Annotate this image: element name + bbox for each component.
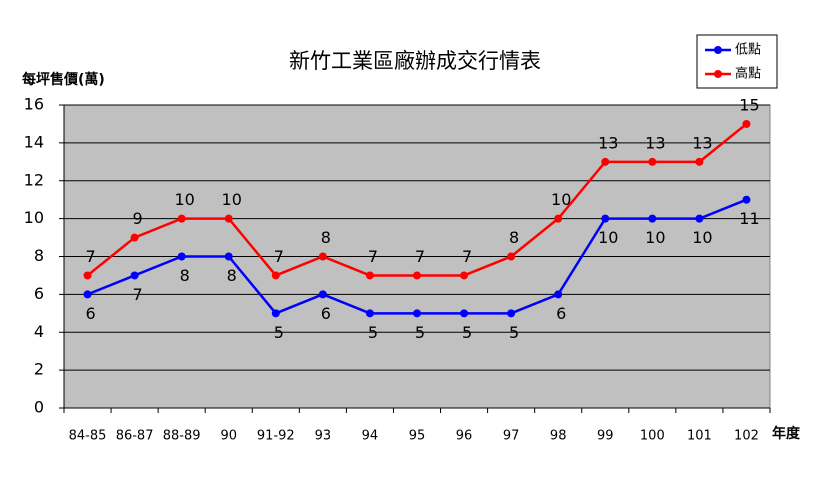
data-label: 13 [645,133,665,152]
x-tick-label: 98 [550,429,567,444]
data-point [507,252,516,261]
data-label: 7 [462,247,472,266]
x-tick-label: 97 [503,429,520,444]
data-label: 6 [556,304,566,323]
y-tick-label: 12 [24,170,44,189]
x-tick-label: 93 [315,429,332,444]
x-tick-label: 100 [640,429,665,444]
data-point [177,252,186,261]
legend-box [696,34,778,89]
data-label: 8 [180,266,190,285]
data-point [460,271,469,280]
data-point [271,309,280,318]
x-tick-label: 99 [597,429,614,444]
data-label: 11 [739,209,759,228]
data-point [177,214,186,223]
x-tick-label: 96 [456,429,473,444]
x-axis-label: 年度 [772,425,801,442]
x-tick-label: 102 [734,429,759,444]
data-label: 10 [551,190,571,209]
data-label: 8 [227,266,237,285]
data-point [365,309,374,318]
legend-label: 高點 [735,66,761,82]
legend-marker [714,46,722,54]
data-point [601,214,610,223]
data-point [648,157,657,166]
y-tick-label: 10 [24,208,44,227]
data-label: 7 [133,285,143,304]
x-tick-label: 90 [220,429,237,444]
data-point [507,309,516,318]
data-label: 13 [598,133,618,152]
y-tick-label: 4 [34,322,44,341]
y-tick-label: 16 [24,95,44,114]
data-point [554,214,563,223]
x-tick-label: 95 [409,429,426,444]
data-point [130,271,139,280]
data-point [460,309,469,318]
data-label: 5 [368,323,378,342]
y-tick-label: 0 [34,398,44,417]
data-label: 5 [462,323,472,342]
data-point [695,157,704,166]
data-label: 10 [692,228,712,247]
data-label: 5 [274,323,284,342]
data-point [83,271,92,280]
legend-label: 低點 [735,43,761,58]
data-label: 5 [415,323,425,342]
data-label: 6 [85,304,95,323]
data-label: 10 [645,228,665,247]
data-point [318,252,327,261]
data-label: 5 [509,323,519,342]
data-point [83,290,92,299]
data-point [224,252,233,261]
data-point [130,233,139,242]
data-label: 10 [598,228,618,247]
data-label: 6 [321,304,331,323]
data-label: 13 [692,133,712,152]
x-tick-label: 101 [687,429,712,444]
data-point [601,157,610,166]
x-tick-label: 91-92 [257,429,295,444]
chart-title: 新竹工業區廠辦成交行情表 [289,49,541,73]
data-point [365,271,374,280]
data-point [224,214,233,223]
x-tick-label: 84-85 [69,429,107,444]
data-label: 8 [509,228,519,247]
data-label: 7 [368,247,378,266]
y-tick-label: 14 [24,132,44,151]
data-point [318,290,327,299]
data-point [648,214,657,223]
data-point [271,271,280,280]
data-label: 15 [739,95,759,114]
data-point [695,214,704,223]
data-point [554,290,563,299]
y-tick-label: 2 [34,360,44,379]
data-label: 8 [321,228,331,247]
x-tick-label: 88-89 [163,429,201,444]
data-point [413,271,421,280]
data-label: 9 [133,209,143,228]
data-label: 10 [174,190,194,209]
y-tick-label: 6 [34,284,44,303]
x-tick-label: 86-87 [116,429,154,444]
legend-marker [714,70,722,78]
data-point [742,195,751,204]
data-label: 7 [274,247,284,266]
data-label: 7 [85,247,95,266]
y-axis-label: 每坪售價(萬) [22,71,105,88]
data-label: 7 [415,247,425,266]
data-point [742,119,751,128]
data-point [413,309,421,318]
y-tick-label: 8 [34,246,44,265]
data-label: 10 [222,190,242,209]
x-tick-label: 94 [362,429,379,444]
